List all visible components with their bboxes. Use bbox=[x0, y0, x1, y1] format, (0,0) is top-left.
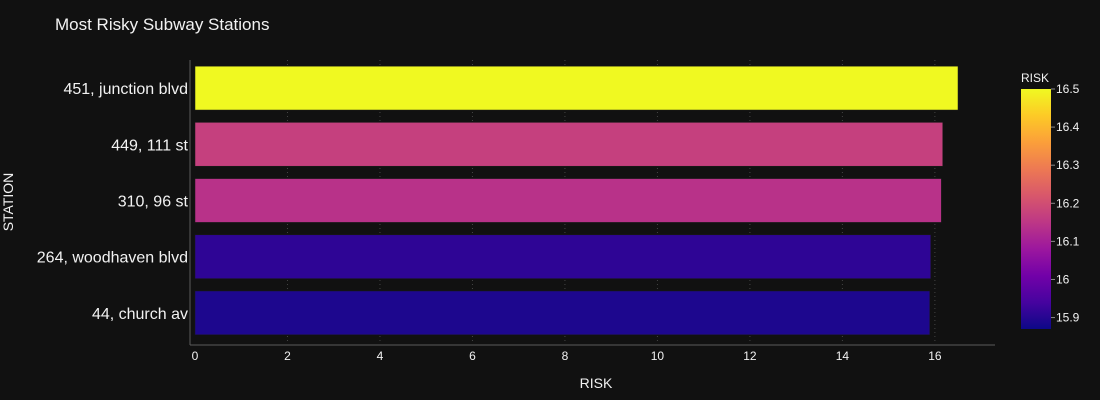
colorbar-tick-label: 16.4 bbox=[1056, 120, 1080, 134]
x-axis-title: RISK bbox=[580, 375, 613, 391]
colorbar-tick-label: 16 bbox=[1056, 272, 1070, 286]
colorbar-tick-label: 16.2 bbox=[1056, 196, 1080, 210]
bar bbox=[194, 234, 931, 279]
x-tick-label: 12 bbox=[743, 349, 757, 363]
axes bbox=[189, 60, 995, 346]
x-tick-label: 16 bbox=[928, 349, 942, 363]
bar bbox=[194, 290, 931, 336]
x-tick-label: 2 bbox=[284, 349, 291, 363]
colorbar-tick-label: 16.1 bbox=[1056, 234, 1080, 248]
category-label: 264, woodhaven blvd bbox=[37, 250, 188, 267]
bar bbox=[194, 122, 943, 167]
x-tick-label: 8 bbox=[562, 349, 569, 363]
x-tick-label: 4 bbox=[377, 349, 384, 363]
category-labels: 44, church av 264, woodhaven blvd 310, 96 … bbox=[37, 81, 189, 323]
colorbar-tick-label: 15.9 bbox=[1056, 311, 1080, 325]
category-label: 451, junction blvd bbox=[63, 81, 188, 98]
y-axis-title: STATION bbox=[0, 173, 16, 232]
colorbar-title: RISK bbox=[1021, 71, 1049, 85]
chart-title: Most Risky Subway Stations bbox=[55, 15, 269, 34]
x-tick-label: 10 bbox=[651, 349, 665, 363]
bar bbox=[194, 178, 942, 223]
x-tick-labels: 0 2 4 6 8 10 12 14 16 bbox=[192, 349, 942, 363]
category-label: 310, 96 st bbox=[118, 194, 189, 211]
x-tick-label: 14 bbox=[836, 349, 850, 363]
category-label: 44, church av bbox=[92, 306, 188, 323]
bars bbox=[194, 65, 959, 336]
category-label: 449, 111 st bbox=[111, 137, 188, 154]
x-tick-label: 6 bbox=[469, 349, 476, 363]
colorbar-ticks: 15.9 16 16.1 16.2 16.3 16.4 16.5 bbox=[1051, 82, 1080, 325]
colorbar-gradient bbox=[1021, 89, 1051, 329]
colorbar-tick-label: 16.5 bbox=[1056, 82, 1080, 96]
x-tick-label: 0 bbox=[192, 349, 199, 363]
bar bbox=[194, 65, 959, 111]
colorbar-tick-label: 16.3 bbox=[1056, 158, 1080, 172]
colorbar: RISK 15.9 16 16.1 16.2 16.3 16.4 16.5 bbox=[1021, 71, 1080, 329]
